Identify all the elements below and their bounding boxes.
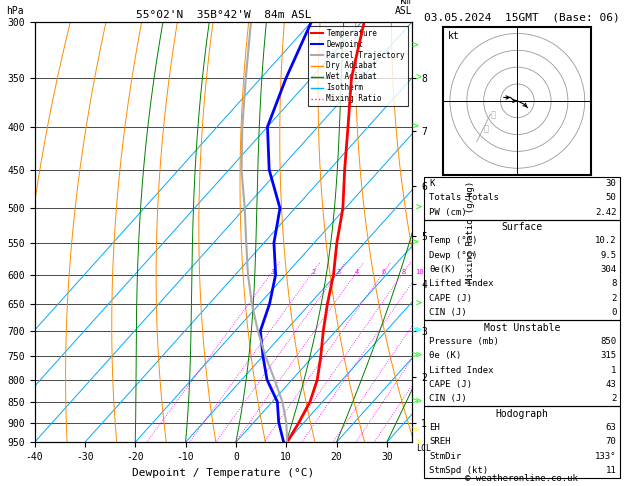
Text: CAPE (J): CAPE (J)	[429, 294, 472, 303]
Text: Hodograph: Hodograph	[495, 409, 548, 418]
Text: Dewp (°C): Dewp (°C)	[429, 251, 477, 260]
Text: >: >	[415, 326, 421, 336]
Text: 50: 50	[606, 193, 616, 202]
Text: © weatheronline.co.uk: © weatheronline.co.uk	[465, 474, 578, 483]
Text: >: >	[412, 397, 418, 407]
Text: 2: 2	[611, 294, 616, 303]
Text: CIN (J): CIN (J)	[429, 308, 467, 317]
Text: K: K	[429, 179, 435, 188]
Text: 3: 3	[337, 269, 341, 275]
Text: 0: 0	[611, 308, 616, 317]
Text: 8: 8	[611, 279, 616, 289]
Text: Lifted Index: Lifted Index	[429, 279, 494, 289]
Text: >: >	[415, 351, 421, 361]
Text: 2: 2	[611, 394, 616, 403]
Text: >: >	[415, 203, 421, 213]
Text: 43: 43	[606, 380, 616, 389]
Text: 10.2: 10.2	[595, 237, 616, 245]
Text: >: >	[412, 426, 418, 435]
Text: Pressure (mb): Pressure (mb)	[429, 337, 499, 346]
Text: 315: 315	[600, 351, 616, 360]
Text: 63: 63	[606, 423, 616, 432]
Text: 30: 30	[606, 179, 616, 188]
Text: 1: 1	[611, 365, 616, 375]
Text: 6: 6	[382, 269, 386, 275]
Text: 10: 10	[416, 269, 424, 275]
Text: >: >	[415, 437, 421, 447]
Text: Mixing Ratio (g/kg): Mixing Ratio (g/kg)	[466, 181, 475, 283]
Text: >: >	[415, 397, 421, 407]
Text: km
ASL: km ASL	[394, 0, 412, 16]
X-axis label: Dewpoint / Temperature (°C): Dewpoint / Temperature (°C)	[132, 468, 314, 478]
Text: 133°: 133°	[595, 451, 616, 461]
Text: θe (K): θe (K)	[429, 351, 461, 360]
Text: Lifted Index: Lifted Index	[429, 365, 494, 375]
Text: 1: 1	[270, 269, 275, 275]
Text: SREH: SREH	[429, 437, 450, 446]
Title: 55°02'N  35B°42'W  84m ASL: 55°02'N 35B°42'W 84m ASL	[135, 10, 311, 20]
Text: >: >	[412, 238, 418, 248]
Text: hPa: hPa	[6, 5, 24, 16]
Text: >: >	[415, 73, 421, 83]
Text: CAPE (J): CAPE (J)	[429, 380, 472, 389]
Text: EH: EH	[429, 423, 440, 432]
Text: 9.5: 9.5	[600, 251, 616, 260]
Text: kt: kt	[448, 31, 459, 41]
Text: 850: 850	[600, 337, 616, 346]
Text: >: >	[412, 40, 418, 51]
Legend: Temperature, Dewpoint, Parcel Trajectory, Dry Adiabat, Wet Adiabat, Isotherm, Mi: Temperature, Dewpoint, Parcel Trajectory…	[308, 26, 408, 106]
Text: θe(K): θe(K)	[429, 265, 456, 274]
Text: >: >	[412, 351, 418, 361]
Text: LCL: LCL	[416, 444, 431, 453]
Text: PW (cm): PW (cm)	[429, 208, 467, 217]
Text: >: >	[415, 299, 421, 309]
Text: ℜ: ℜ	[491, 111, 496, 120]
Text: 4: 4	[355, 269, 359, 275]
Text: StmDir: StmDir	[429, 451, 461, 461]
Text: Surface: Surface	[501, 222, 542, 232]
Text: 2: 2	[311, 269, 315, 275]
Text: StmSpd (kt): StmSpd (kt)	[429, 466, 488, 475]
Text: 2.42: 2.42	[595, 208, 616, 217]
Text: Totals Totals: Totals Totals	[429, 193, 499, 202]
Text: 8: 8	[402, 269, 406, 275]
Text: Temp (°C): Temp (°C)	[429, 237, 477, 245]
Text: ℜ: ℜ	[484, 124, 489, 133]
Text: >: >	[412, 326, 418, 336]
Text: >: >	[412, 122, 418, 132]
Text: Most Unstable: Most Unstable	[484, 323, 560, 332]
Text: 70: 70	[606, 437, 616, 446]
Text: 11: 11	[606, 466, 616, 475]
Text: CIN (J): CIN (J)	[429, 394, 467, 403]
Text: 304: 304	[600, 265, 616, 274]
Text: 03.05.2024  15GMT  (Base: 06): 03.05.2024 15GMT (Base: 06)	[424, 12, 620, 22]
